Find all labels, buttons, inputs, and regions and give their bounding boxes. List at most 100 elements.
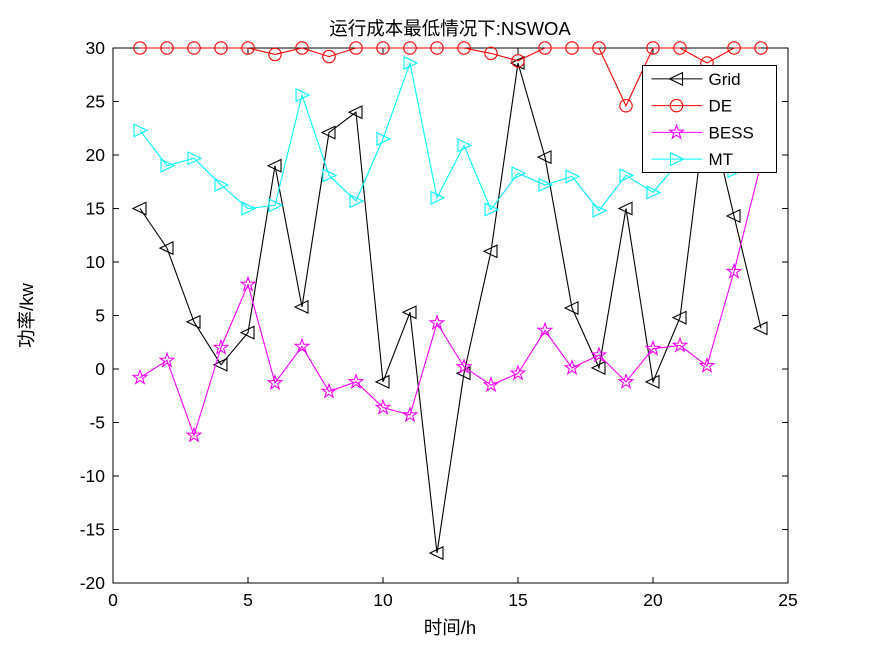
legend-label-DE: DE — [709, 97, 733, 116]
triangle-right-marker — [511, 166, 527, 181]
triangle-right-marker — [430, 190, 446, 205]
star-marker — [590, 346, 608, 363]
circle-marker — [457, 41, 471, 55]
plot-series — [131, 41, 770, 561]
triangle-right-marker — [268, 198, 284, 213]
triangle-left-marker — [617, 201, 633, 216]
y-tick-label: 10 — [86, 252, 106, 272]
triangle-left-marker — [536, 150, 552, 165]
y-tick-label: -20 — [80, 573, 106, 593]
circle-marker — [160, 41, 174, 55]
star-marker — [266, 374, 284, 391]
circle-marker — [727, 41, 741, 55]
series-Grid-line — [139, 62, 762, 554]
triangle-right-marker — [646, 185, 662, 200]
axes: 0 5 10 15 20 25 -20 -15 -10 -5 0 5 10 15 20 25 30 — [80, 38, 798, 610]
x-tick-label: 20 — [643, 590, 663, 610]
triangle-right-marker — [538, 177, 554, 193]
star-marker — [725, 262, 743, 279]
triangle-left-marker — [239, 325, 255, 340]
circle-marker — [187, 41, 201, 55]
circle-marker — [430, 41, 444, 55]
series-MT-line — [139, 60, 762, 212]
star-marker — [482, 376, 500, 393]
triangle-left-marker — [293, 299, 309, 315]
circle-marker — [754, 41, 768, 55]
legend-box: Grid DE BESS MT — [642, 65, 777, 173]
series-DE-line — [140, 47, 761, 108]
x-tick-label: 25 — [778, 590, 797, 610]
triangle-left-marker — [185, 314, 201, 329]
y-tick-label: 25 — [86, 92, 105, 112]
legend-label-MT: MT — [709, 150, 734, 169]
circle-marker — [403, 41, 417, 55]
circle-marker — [511, 54, 525, 68]
triangle-left-marker — [266, 158, 282, 173]
triangle-left-marker — [158, 241, 174, 256]
y-tick-label: -10 — [80, 466, 106, 486]
triangle-left-marker — [401, 305, 417, 320]
y-tick-label: -15 — [80, 520, 105, 540]
triangle-right-marker — [349, 193, 365, 209]
star-marker — [158, 351, 176, 368]
star-marker — [455, 357, 473, 375]
triangle-right-marker — [322, 168, 338, 183]
triangle-left-marker — [428, 545, 444, 561]
circle-marker — [646, 41, 660, 55]
x-axis-label: 时间/h — [424, 617, 476, 638]
circle-marker — [538, 41, 552, 55]
star-marker — [374, 398, 392, 415]
y-tick-label: 15 — [86, 199, 105, 219]
star-marker — [509, 364, 527, 381]
triangle-right-marker — [133, 123, 149, 138]
star-marker — [320, 382, 338, 399]
circle-marker — [376, 41, 390, 55]
triangle-right-marker — [187, 151, 203, 166]
legend-label-Grid: Grid — [709, 70, 741, 89]
circle-marker — [133, 41, 147, 55]
triangle-left-marker — [563, 300, 579, 316]
x-tick-label: 5 — [243, 590, 253, 610]
triangle-left-marker — [590, 360, 606, 376]
triangle-left-marker — [644, 374, 660, 389]
triangle-right-marker — [619, 168, 635, 183]
star-marker — [239, 275, 257, 292]
triangle-right-marker — [376, 131, 392, 147]
star-marker — [293, 337, 311, 354]
circle-marker — [484, 46, 498, 61]
circle-marker — [669, 98, 684, 113]
star-marker — [131, 368, 149, 385]
triangle-left-marker — [347, 105, 363, 120]
star-marker — [212, 338, 230, 355]
star-marker — [347, 372, 365, 390]
circle-marker — [619, 99, 633, 113]
y-tick-label: -5 — [89, 413, 105, 433]
triangle-left-marker — [752, 321, 768, 336]
star-marker — [185, 426, 203, 443]
chart-title: 运行成本最低情况下:NSWOA — [329, 18, 571, 39]
triangle-right-marker — [403, 55, 419, 71]
circle-marker — [268, 47, 282, 62]
star-marker — [617, 372, 635, 390]
triangle-right-marker — [484, 202, 500, 217]
triangle-right-marker — [160, 158, 176, 173]
triangle-right-marker — [457, 138, 473, 153]
series-BESS-line — [139, 163, 762, 438]
triangle-right-marker — [669, 152, 685, 167]
star-marker — [428, 314, 446, 331]
circle-marker — [673, 41, 687, 55]
triangle-left-marker — [482, 244, 498, 259]
triangle-right-marker — [214, 177, 230, 193]
star-marker — [668, 123, 685, 140]
circle-marker — [241, 41, 255, 55]
triangle-right-marker — [592, 203, 608, 218]
legend-label-BESS: BESS — [709, 123, 754, 142]
legend-frame — [642, 65, 777, 173]
circle-marker — [592, 41, 606, 55]
y-axis-label: 功率/kw — [16, 282, 37, 347]
triangle-right-marker — [295, 88, 311, 103]
x-tick-label: 15 — [508, 590, 527, 610]
star-marker — [671, 336, 689, 353]
